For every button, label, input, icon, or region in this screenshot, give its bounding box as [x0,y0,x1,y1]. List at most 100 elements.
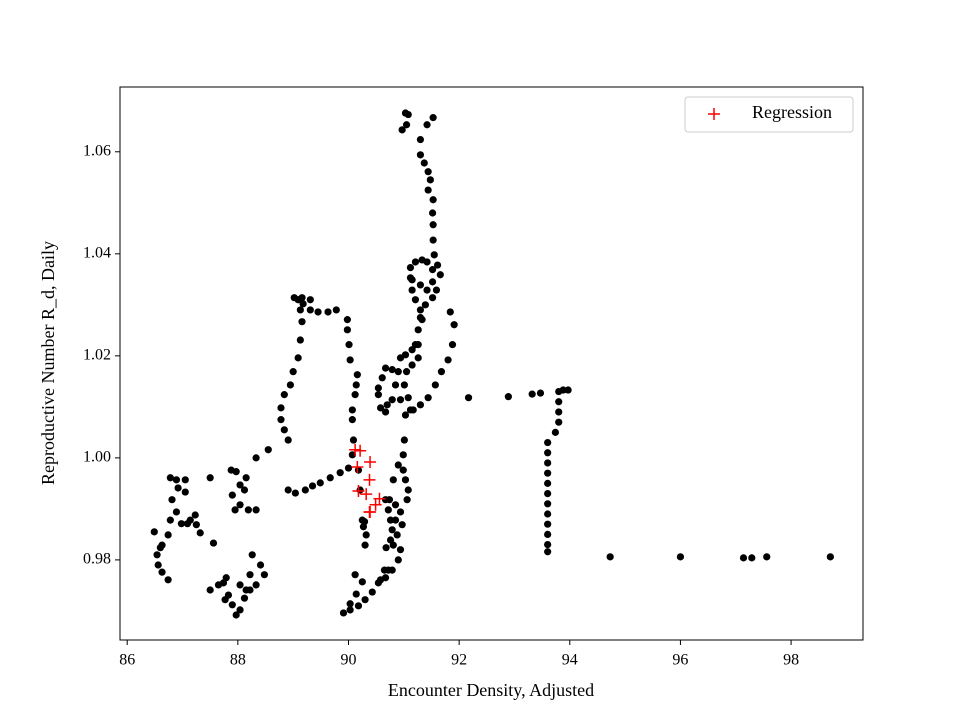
regression-point [369,498,382,511]
data-point [394,461,402,469]
data-point [242,586,250,594]
data-point [431,381,439,389]
data-point [404,394,412,402]
data-point [356,486,364,494]
y-tick-label: 1.06 [83,142,111,159]
data-point [378,374,386,382]
data-point [391,516,400,524]
data-point [316,479,324,487]
data-point [248,551,256,559]
data-point [406,263,415,272]
data-point [544,438,552,447]
data-point [396,546,405,554]
data-point [544,469,552,477]
x-axis-label: Encounter Density, Adjusted [388,680,594,700]
data-point [236,501,244,509]
data-point [564,386,572,394]
data-point [166,516,174,524]
data-point [231,506,239,514]
data-point [381,364,390,372]
data-point [559,386,567,394]
data-point [174,484,182,492]
data-point [408,361,416,369]
data-point [402,368,411,376]
data-point [421,301,429,309]
data-point [424,394,432,402]
data-point [408,276,416,284]
data-point [164,531,172,539]
data-point [206,474,214,482]
data-point [181,488,189,496]
regression-point [373,492,386,505]
data-point [294,354,302,362]
data-point [606,553,614,561]
data-point [403,496,411,504]
data-point [414,341,422,349]
data-point [286,381,294,389]
data-point [326,474,334,482]
data-point [416,401,425,409]
data-point [298,318,306,326]
legend-label: Regression [752,102,832,122]
data-point [228,601,236,609]
data-point [429,196,437,204]
plot-frame [119,86,864,641]
data-point [336,469,344,477]
x-tick-label: 94 [562,652,578,669]
data-point [763,553,771,561]
data-point [348,406,356,414]
data-point [464,394,473,402]
data-point [354,602,363,610]
x-tick-label: 92 [451,652,467,669]
data-point [544,489,552,498]
data-point [384,506,392,514]
data-point [349,436,358,444]
data-point [280,426,288,434]
data-point [298,294,306,302]
data-point [290,294,298,302]
data-point [346,600,354,608]
data-point [551,428,559,436]
data-point [428,266,437,274]
data-point [444,356,452,364]
data-point [236,581,244,589]
data-point [423,121,431,129]
data-point [544,449,552,457]
data-point [404,486,412,494]
data-point [398,521,406,529]
data-point [256,561,265,569]
data-point [240,486,249,494]
data-point [426,176,434,184]
data-point [411,258,420,266]
data-point [358,578,366,586]
data-point [544,459,552,467]
data-point [374,384,382,392]
data-point [739,554,748,562]
regression-point [352,485,365,498]
data-point [242,474,250,482]
data-point [416,281,425,289]
data-point [416,151,425,159]
data-point [391,501,400,509]
data-point [429,236,437,244]
data-point [150,528,158,536]
data-point [264,446,272,454]
x-tick-label: 86 [119,652,135,669]
x-tick-label: 88 [230,652,246,669]
x-tick-label: 90 [340,652,356,669]
data-point [345,341,353,349]
data-point [420,159,428,167]
data-point [376,404,385,412]
data-point [296,336,304,344]
data-point [252,454,260,462]
regression-point [364,455,377,468]
y-tick-label: 1.02 [83,347,111,364]
data-point [544,530,552,538]
data-point [544,548,552,556]
data-point [368,588,376,596]
data-point [429,114,437,122]
data-point [384,566,392,574]
data-point [544,479,552,487]
data-point [414,354,422,362]
